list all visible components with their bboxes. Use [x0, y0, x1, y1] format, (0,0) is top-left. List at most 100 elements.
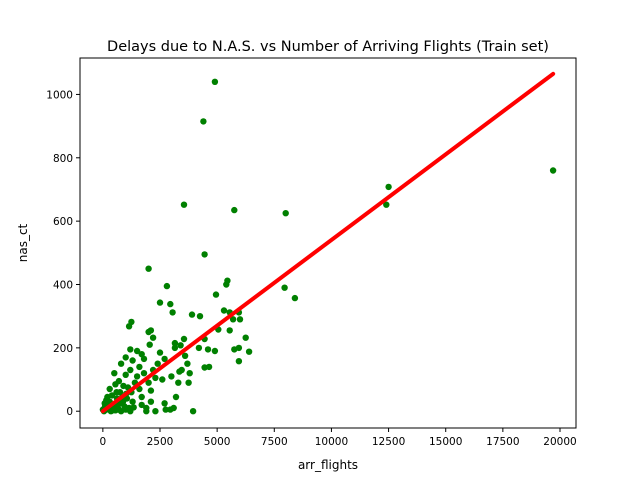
data-point	[242, 334, 249, 341]
data-point	[145, 265, 152, 272]
data-point	[201, 251, 208, 258]
y-axis: 0 200 400 600 800 1000	[46, 89, 80, 418]
data-point	[186, 370, 193, 377]
data-point	[220, 307, 228, 314]
data-point	[235, 344, 243, 352]
data-point	[133, 347, 141, 355]
data-point	[117, 360, 125, 367]
data-point	[235, 358, 243, 365]
data-point	[115, 406, 123, 413]
data-point	[195, 344, 203, 352]
x-axis-label: arr_flights	[298, 458, 358, 472]
data-point	[154, 360, 161, 367]
data-point	[136, 363, 143, 371]
data-point	[149, 334, 157, 341]
data-point	[180, 201, 188, 208]
y-tick-label: 400	[53, 279, 73, 291]
data-point	[146, 341, 153, 348]
data-point	[291, 294, 299, 302]
data-point	[122, 354, 129, 361]
data-point	[200, 118, 207, 125]
x-tick-label: 15000	[429, 436, 462, 448]
data-point	[175, 379, 182, 386]
data-point	[176, 368, 183, 375]
data-point	[163, 282, 171, 290]
data-point	[138, 401, 145, 409]
y-tick-label: 200	[53, 343, 73, 355]
data-point	[212, 291, 220, 298]
data-point	[196, 313, 204, 320]
data-point	[168, 373, 175, 380]
regression-line	[100, 71, 556, 414]
y-tick-label: 800	[53, 153, 73, 165]
data-point	[108, 407, 116, 414]
data-point	[171, 344, 179, 352]
data-point	[143, 408, 150, 415]
data-point	[204, 346, 212, 353]
y-tick-label: 600	[53, 216, 73, 228]
y-axis-label: nas_ct	[16, 223, 30, 262]
data-point	[205, 363, 213, 371]
x-tick-label: 17500	[486, 436, 519, 448]
y-tick-label: 1000	[46, 89, 73, 101]
data-point	[119, 398, 127, 405]
data-point	[138, 393, 145, 401]
data-point	[156, 349, 164, 356]
data-point	[145, 328, 152, 336]
plot-frame	[79, 57, 577, 429]
data-point	[111, 370, 118, 377]
data-point	[161, 400, 168, 407]
data-point	[223, 281, 230, 288]
data-point	[181, 352, 189, 359]
data-point	[167, 406, 174, 413]
data-point	[385, 183, 392, 191]
x-tick-label: 2500	[147, 436, 174, 448]
data-point	[152, 374, 159, 382]
y-tick-label: 0	[66, 406, 73, 418]
x-tick-label: 20000	[543, 436, 576, 448]
data-point	[140, 370, 148, 377]
data-point	[106, 385, 113, 393]
data-point	[167, 300, 174, 308]
data-point	[127, 366, 134, 374]
data-point	[112, 381, 119, 388]
data-point	[229, 316, 237, 323]
data-point	[281, 284, 288, 291]
data-point	[188, 311, 196, 318]
data-point	[245, 348, 253, 355]
data-point	[145, 379, 152, 386]
data-point	[152, 408, 159, 415]
data-point	[129, 357, 136, 364]
data-point	[161, 355, 168, 363]
data-point	[169, 309, 176, 316]
x-tick-label: 0	[100, 436, 107, 448]
data-point	[185, 379, 192, 386]
data-point	[130, 404, 137, 411]
x-tick-label: 5000	[204, 436, 231, 448]
data-point	[159, 376, 166, 383]
data-point	[133, 373, 141, 380]
x-tick-label: 7500	[261, 436, 288, 448]
data-point	[177, 342, 184, 349]
data-point	[116, 389, 124, 396]
x-axis: 0 2500 5000 7500 10000 12500 15000 17500 20000	[100, 428, 577, 448]
data-point	[138, 351, 145, 358]
data-point	[189, 408, 197, 415]
x-tick-label: 10000	[315, 436, 348, 448]
data-point	[147, 387, 155, 394]
data-point	[226, 327, 233, 334]
data-point	[122, 371, 129, 378]
data-point	[549, 167, 557, 174]
data-point	[127, 346, 134, 353]
data-point	[180, 335, 188, 343]
data-point	[231, 206, 238, 214]
data-point	[156, 299, 164, 306]
data-point	[383, 201, 390, 208]
data-point	[282, 210, 289, 217]
data-point	[162, 406, 169, 413]
data-point	[211, 78, 219, 86]
data-point	[172, 393, 180, 401]
data-point	[211, 347, 219, 355]
